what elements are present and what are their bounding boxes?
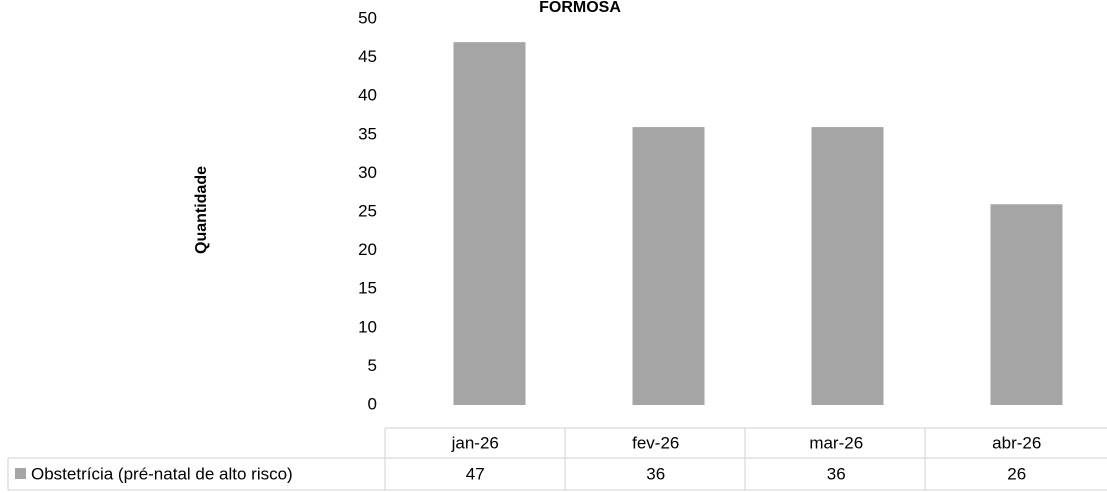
bar [453, 42, 526, 405]
table-value: 36 [646, 464, 665, 483]
bar [990, 204, 1063, 405]
table-value: 36 [827, 464, 846, 483]
y-tick-label: 15 [358, 279, 377, 298]
y-tick-label: 45 [358, 47, 377, 66]
y-tick-label: 5 [368, 356, 377, 375]
chart-title: FORMOSA [539, 0, 621, 16]
x-tick-label: mar-26 [809, 433, 863, 452]
table-value: 47 [466, 464, 485, 483]
legend-swatch [15, 468, 26, 479]
table-value: 26 [1007, 464, 1026, 483]
y-tick-label: 25 [358, 201, 377, 220]
y-tick-label: 20 [358, 240, 377, 259]
bar [632, 127, 705, 405]
y-tick-label: 30 [358, 163, 377, 182]
x-tick-label: jan-26 [451, 433, 499, 452]
y-tick-label: 35 [358, 124, 377, 143]
y-axis-label: Quantidade [193, 166, 210, 254]
y-tick-label: 10 [358, 317, 377, 336]
data-table [7, 427, 1107, 491]
y-tick-label: 50 [358, 8, 377, 27]
x-tick-label: abr-26 [992, 433, 1041, 452]
legend-label: Obstetrícia (pré-natal de alto risco) [31, 464, 293, 483]
x-tick-label: fev-26 [632, 433, 679, 452]
y-tick-label: 40 [358, 86, 377, 105]
bar [811, 127, 884, 405]
y-tick-label: 0 [368, 394, 377, 413]
